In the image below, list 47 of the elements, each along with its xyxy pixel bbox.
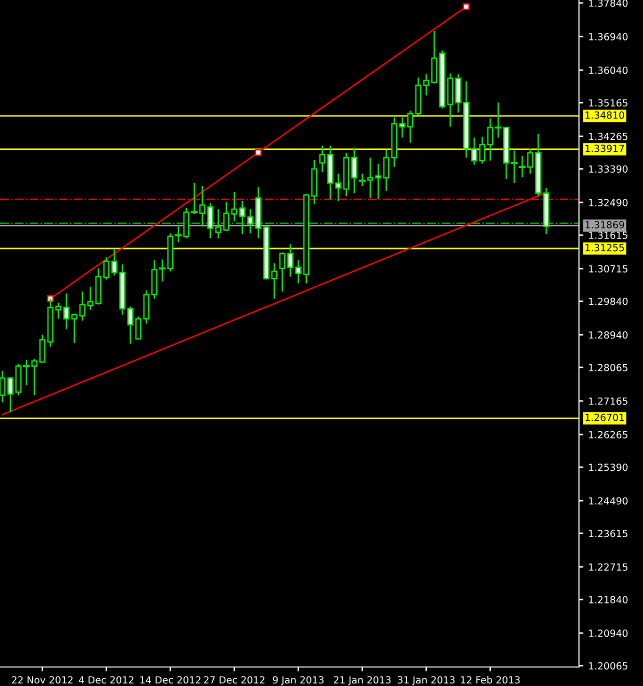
x-tick-label: 9 Jan 2013 [272, 676, 324, 686]
y-tick-label: 1.28065 [589, 364, 628, 372]
candlestick [87, 286, 94, 311]
candlestick [63, 292, 70, 330]
x-tick-label: 4 Dec 2012 [78, 676, 134, 684]
point [254, 149, 262, 156]
y-tick-label: 1.22715 [589, 563, 628, 571]
y-tick-label: 1.29840 [589, 298, 628, 306]
ref-line-label: 1.31869 [586, 221, 624, 228]
candlestick [135, 316, 142, 340]
y-tick-label: 1.36940 [589, 33, 628, 40]
candlestick [55, 302, 62, 320]
y-tick-label: 1.24490 [589, 497, 628, 505]
candlestick [0, 370, 6, 403]
candlestick [111, 248, 118, 276]
y-tick-label: 1.33390 [589, 165, 628, 173]
candlestick [71, 312, 78, 344]
y-tick-label: 1.26265 [589, 431, 628, 438]
y-tick-label: 1.32490 [589, 198, 628, 206]
ref-line-label: 1.34810 [586, 111, 624, 119]
y-tick-label: 1.28940 [589, 331, 628, 339]
y-tick-label: 1.31615 [589, 232, 628, 239]
x-tick-label: 22 Nov 2012 [12, 676, 73, 684]
y-tick-label: 1.21840 [589, 596, 628, 604]
y-tick-label: 1.20940 [589, 630, 628, 637]
point [462, 3, 470, 10]
x-tick-label: 12 Feb 2013 [461, 676, 520, 684]
y-tick-label: 1.20065 [589, 662, 628, 670]
candlestick [39, 334, 46, 364]
x-tick-label: 27 Dec 2012 [204, 676, 264, 684]
y-tick-label: 1.34265 [589, 132, 628, 140]
y-tick-label: 1.30715 [589, 265, 628, 272]
x-tick-label: 31 Jan 2013 [398, 676, 455, 686]
x-tick-label: 14 Dec 2012 [140, 676, 200, 684]
y-tick-label: 1.36040 [589, 66, 628, 74]
x-tick-label: 21 Jan 2013 [334, 676, 391, 686]
candlestick [79, 290, 86, 322]
candlestick [103, 256, 110, 280]
y-tick-label: 1.23615 [589, 530, 628, 538]
candlestick [127, 306, 134, 344]
candlestick [7, 376, 14, 414]
y-tick-label: 1.25390 [589, 464, 628, 471]
y-tick-label: 1.35165 [589, 99, 628, 107]
y-tick-label: 1.27165 [589, 397, 628, 405]
ref-line-label: 1.31255 [586, 244, 624, 252]
ref-line-label: 1.33917 [586, 144, 624, 152]
ref-line-label: 1.26701 [586, 414, 624, 422]
